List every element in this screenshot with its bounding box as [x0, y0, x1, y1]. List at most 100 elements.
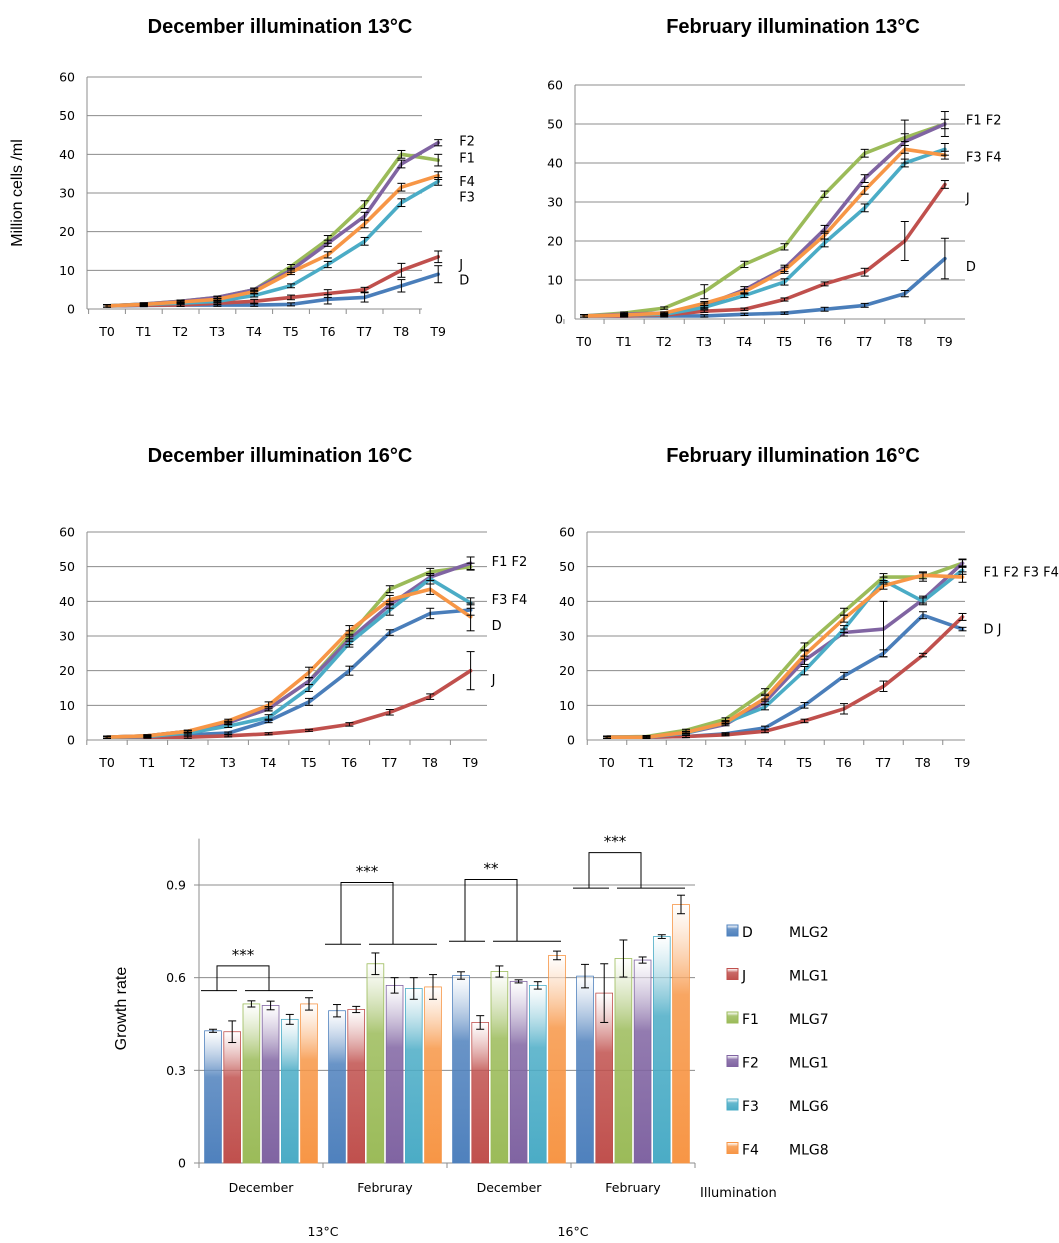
bar-j [347, 1009, 365, 1164]
error-bar [840, 703, 848, 715]
error-bar [958, 612, 967, 621]
legend-mlg-label: MLG1 [789, 969, 829, 985]
series-annotation: F3 [459, 190, 475, 205]
x-tick-label: T1 [135, 324, 152, 339]
series-annotation: D J [984, 623, 1002, 638]
error-bar [397, 182, 406, 192]
error-bar [305, 997, 313, 1011]
bar-f3 [529, 984, 547, 1164]
series-annotation: J [965, 192, 970, 207]
x-tick-label: T6 [319, 324, 336, 339]
error-bar [660, 311, 669, 315]
x-tick-label: T6 [816, 334, 833, 349]
series-line-f3 [105, 576, 473, 740]
error-bar [143, 734, 152, 738]
error-bar [285, 1013, 294, 1025]
x-tick-label: T5 [796, 755, 813, 770]
error-bar [385, 594, 394, 605]
x-tick-label: T7 [381, 755, 398, 770]
significance-stars: *** [604, 833, 627, 851]
error-bar [800, 702, 809, 709]
error-bar [638, 956, 647, 964]
error-bar [495, 965, 504, 978]
error-bar [642, 735, 651, 739]
series-line-f3 [582, 147, 947, 318]
error-bar [958, 571, 967, 583]
y-tick-label: 50 [559, 559, 575, 574]
x-tick-label: T5 [300, 755, 317, 770]
x-tick-label: T5 [282, 324, 299, 339]
x-tick-label: T2 [172, 324, 189, 339]
error-bar [345, 722, 354, 727]
significance-bracket: *** [573, 833, 685, 889]
error-bar [360, 286, 369, 293]
series-annotation: D [492, 619, 502, 634]
series-annotation: F1 F2 F3 F4 [984, 565, 1059, 580]
bar-f1 [614, 958, 633, 1164]
series-line-f1 [605, 561, 965, 740]
error-bar [780, 311, 789, 315]
temperature-label: 16°C [558, 1224, 589, 1239]
bar-f2 [385, 984, 404, 1164]
error-bar [514, 979, 523, 984]
error-bar [434, 265, 443, 284]
error-bar [700, 300, 709, 306]
x-tick-label: T4 [245, 324, 262, 339]
chart-title: December illumination 16°C [148, 445, 413, 467]
significance-bracket: *** [325, 863, 437, 945]
x-tick-label: Februray [357, 1180, 413, 1195]
error-bar [800, 666, 809, 676]
x-tick-label: T5 [776, 334, 793, 349]
x-tick-label: T8 [914, 755, 931, 770]
x-axis-label: Illumination [700, 1186, 777, 1201]
legend-mlg-label: MLG7 [789, 1012, 829, 1028]
chart-title: December illumination 13°C [148, 16, 413, 38]
error-bar [761, 695, 769, 702]
x-tick-label: T4 [260, 755, 277, 770]
y-tick-label: 20 [547, 234, 563, 249]
error-bar [800, 650, 809, 660]
error-bar [434, 171, 443, 180]
error-bar [139, 302, 148, 307]
legend-entry-label: F1 [742, 1012, 759, 1028]
error-bar [879, 600, 888, 658]
error-bar [397, 279, 406, 293]
error-bar [761, 729, 769, 734]
chart-title: February illumination 13°C [666, 16, 920, 38]
error-bar [820, 190, 829, 198]
y-tick-label: 30 [59, 629, 75, 644]
x-tick-label: T4 [756, 755, 773, 770]
error-bar [224, 731, 233, 735]
error-bar [919, 652, 927, 658]
error-bar [250, 289, 259, 294]
x-tick-label: T9 [429, 324, 446, 339]
bar-d [204, 1030, 222, 1164]
error-bar [780, 243, 789, 251]
line-chart-december-16c: December illumination 16°C 0 10 20 30 40 50 60 T… [59, 445, 527, 770]
error-bar [224, 734, 233, 738]
error-bar [657, 934, 666, 939]
y-tick-label: 40 [59, 594, 75, 609]
error-bar [919, 597, 927, 606]
error-bar [820, 230, 829, 240]
error-bar [940, 150, 949, 160]
line-chart-february-13c: February illumination 13°C 0 10 20 30 40 50 60 T… [547, 16, 1001, 349]
x-tick-label: T7 [856, 334, 873, 349]
y-tick-label: 0 [67, 302, 75, 317]
error-bar [323, 289, 332, 298]
error-bar [345, 665, 354, 676]
y-axis-label: Million cells /ml [9, 139, 26, 247]
error-bar [860, 174, 869, 183]
bracket-arch [588, 852, 642, 889]
legend-entry-label: J [741, 969, 746, 985]
y-tick-label: 20 [59, 663, 75, 678]
y-tick-label: 30 [559, 629, 575, 644]
error-bar [426, 607, 435, 620]
bar-f1 [490, 971, 509, 1164]
error-bar [919, 611, 927, 620]
y-tick-label: 30 [547, 195, 563, 210]
legend-entry-label: F4 [742, 1143, 759, 1159]
series-line-f4 [582, 147, 947, 318]
x-tick-label: T1 [638, 755, 655, 770]
y-tick-label: 10 [59, 698, 75, 713]
